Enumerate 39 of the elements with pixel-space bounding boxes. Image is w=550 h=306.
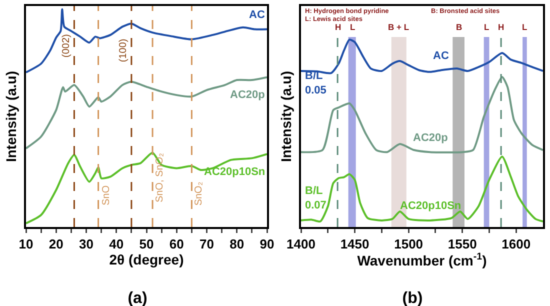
- series-label: AC20p: [413, 132, 448, 144]
- ref-line-label: SnO₂: [194, 182, 205, 206]
- ref-line-label: H: [498, 22, 504, 32]
- text: (b): [402, 290, 423, 306]
- band-label: B + L: [388, 22, 410, 32]
- x-tick-label: 50: [139, 236, 154, 252]
- series-label: AC20p10Sn: [204, 166, 266, 178]
- annotation: B/L 0.07: [305, 185, 326, 212]
- x-tick-label: 10: [18, 236, 34, 252]
- y-axis-title: Intensity (a.u): [278, 70, 294, 162]
- series-label: AC: [249, 9, 265, 21]
- x-tick-label: 20: [48, 236, 64, 252]
- x-axis-title: Wavenumber (cm$^{-1}$): [357, 252, 487, 268]
- x-tick-label: 30: [79, 236, 94, 252]
- x-tick-label: 1400: [286, 236, 316, 252]
- band-label: L: [522, 22, 528, 32]
- annotation: (100): [118, 38, 129, 62]
- x-tick-label: 1550: [448, 236, 477, 252]
- band-label: L: [484, 22, 490, 32]
- x-tick-label: 60: [169, 236, 184, 252]
- x-tick-label: 80: [230, 236, 244, 252]
- y-axis-title: Intensity (a.u): [3, 70, 20, 162]
- band-label: L: [350, 22, 356, 32]
- x-tick-label: 90: [260, 236, 274, 252]
- series-label: AC20p: [230, 89, 266, 101]
- band-label: B: [456, 22, 462, 32]
- ref-line-label: H: [335, 22, 342, 32]
- annotation: (002): [60, 34, 72, 58]
- series-label: AC20p10Sn: [400, 200, 462, 212]
- text: (a): [128, 290, 148, 306]
- ref-line-label: SnO, SnO₂: [154, 152, 166, 202]
- ref-line-label: SnO: [101, 185, 112, 206]
- x-tick-label: 1600: [502, 236, 531, 252]
- x-axis-title: 2θ (degree): [109, 252, 184, 268]
- x-tick-label: 70: [200, 236, 214, 252]
- x-tick-label: 40: [109, 236, 124, 252]
- x-tick-label: 1500: [394, 236, 424, 252]
- x-tick-label: 1450: [340, 236, 370, 252]
- series-label: AC: [433, 50, 449, 62]
